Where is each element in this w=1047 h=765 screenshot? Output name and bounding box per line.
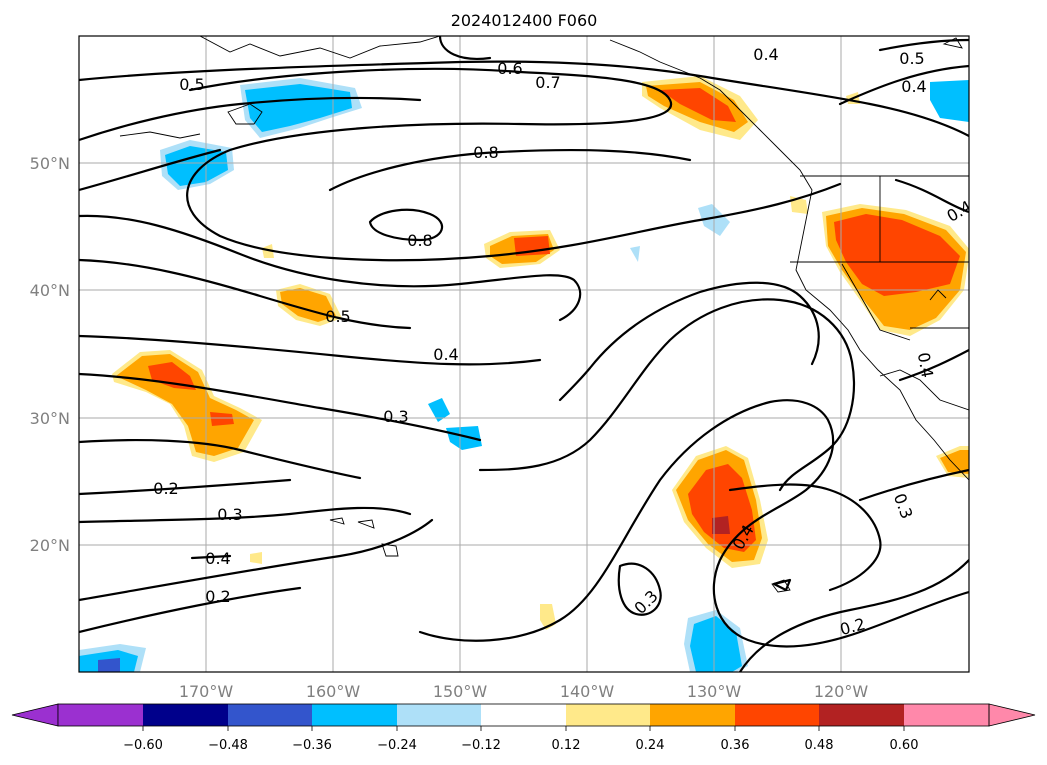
colorbar-tick-label: −0.48: [208, 738, 248, 753]
map-panel: 0.5 0.6 0.7 0.4 0.5 0.4 0.8 0.8 0.5 0.4 …: [79, 36, 969, 672]
contour-labels: 0.5 0.6 0.7 0.4 0.5 0.4 0.8 0.8 0.5 0.4 …: [153, 45, 969, 639]
contour-label: 0.6: [497, 59, 522, 78]
colorbar-tick-label: −0.24: [377, 738, 417, 753]
lon-label: 170°W: [179, 682, 234, 701]
lat-label: 30°N: [30, 409, 70, 428]
figure-title: 2024012400 F060: [451, 11, 598, 30]
lon-label: 130°W: [687, 682, 742, 701]
contour-label: 0.7: [535, 73, 560, 92]
lon-label: 140°W: [560, 682, 615, 701]
colorbar-tick-label: 0.48: [805, 738, 834, 753]
contour-lines: [79, 36, 969, 672]
graticule: [79, 36, 969, 672]
colorbar-tick-label: 0.24: [636, 738, 665, 753]
colorbar-tick-label: 0.36: [721, 738, 750, 753]
lon-label: 160°W: [306, 682, 361, 701]
contour-label: 0.8: [473, 143, 498, 162]
lat-label: 40°N: [30, 281, 70, 300]
lat-label: 50°N: [30, 154, 70, 173]
contour-label: 0.5: [179, 75, 204, 94]
contour-label: 0.3: [217, 505, 242, 524]
colorbar-tick-label: −0.36: [292, 738, 332, 753]
contour-label: 0.2: [153, 479, 178, 498]
colorbar-tick-label: 0.12: [552, 738, 581, 753]
colorbar: −0.60 −0.48 −0.36 −0.24 −0.12 0.12 0.24 …: [11, 703, 1036, 753]
lat-axis-labels: 50°N 40°N 30°N 20°N: [30, 154, 70, 555]
contour-label: 0.2: [205, 587, 230, 606]
contour-label: 0.4: [433, 345, 458, 364]
contour-label: 0.4: [901, 77, 926, 96]
lon-label: 120°W: [814, 682, 869, 701]
contour-label: 0.5: [899, 49, 924, 68]
map-frame: [78, 35, 970, 673]
colorbar-tick-label: 0.60: [890, 738, 919, 753]
colorbar-tick-label: −0.12: [461, 738, 501, 753]
lon-axis-labels: 170°W 160°W 150°W 140°W 130°W 120°W: [179, 682, 869, 701]
contour-label: 0.3: [383, 407, 408, 426]
contour-label: 0.4: [205, 549, 230, 568]
contour-label: 0.4: [753, 45, 778, 64]
lon-label: 150°W: [433, 682, 488, 701]
contour-label: 0.8: [407, 231, 432, 250]
contour-label: 0.4: [914, 351, 937, 379]
lat-label: 20°N: [30, 536, 70, 555]
contour-label: 0.5: [325, 307, 350, 326]
colorbar-tick-label: −0.60: [123, 738, 163, 753]
